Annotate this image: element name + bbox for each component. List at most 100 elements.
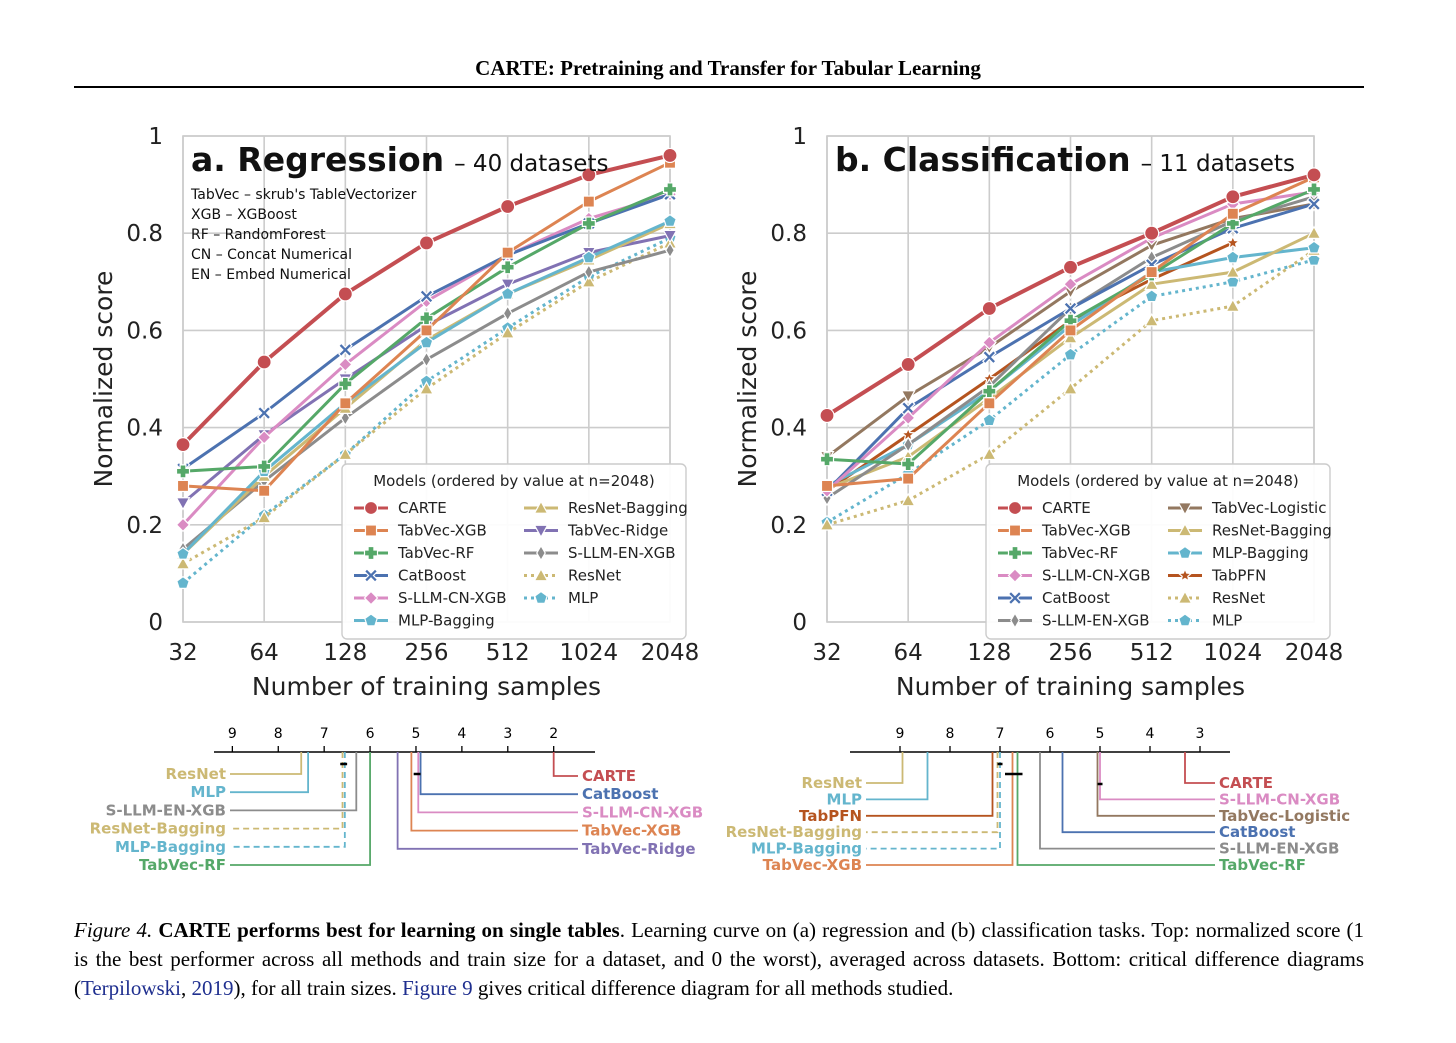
caption-title: CARTE performs best for learning on sing…: [158, 918, 620, 942]
legend-title: Models (ordered by value at n=2048): [1017, 472, 1299, 490]
cd-connector: [230, 752, 346, 848]
legend-entry: CatBoost: [398, 567, 466, 585]
legend-entry: MLP-Bagging: [1212, 544, 1309, 562]
data-point-mlp: [982, 413, 997, 427]
y-axis-label: Normalized score: [89, 271, 118, 488]
x-tick-label: 64: [250, 640, 279, 666]
data-point-tabvec-xgb: [1064, 324, 1077, 337]
y-tick-label: 0.4: [126, 416, 163, 442]
data-point-catboost: [1063, 301, 1078, 316]
legend-marker-s-llm-cn-xgb: [1007, 568, 1023, 583]
legend-marker-carte: [363, 500, 379, 516]
legend-entry: TabVec-RF: [397, 544, 474, 562]
data-point-resnet: [337, 446, 353, 461]
cd-tick-label: 7: [996, 726, 1005, 742]
x-tick-label: 128: [323, 640, 367, 666]
cd-connector: [866, 752, 1001, 850]
legend-entry: ResNet: [568, 567, 621, 585]
legend-entry: MLP: [568, 589, 598, 607]
y-tick-label: 0.4: [770, 416, 807, 442]
legend-marker-resnet-bagging: [1177, 522, 1193, 537]
figure-canvas: 32 64 128 256 512 1024 204800.20.40.60.81Numbe…: [89, 124, 1350, 874]
data-point-s-llm-cn-xgb: [981, 335, 997, 350]
data-point-mlp: [1063, 347, 1078, 361]
data-point-tabvec-ridge: [175, 497, 191, 511]
data-point-mlp: [1144, 289, 1159, 303]
x-tick-label: 32: [812, 640, 841, 666]
legend-marker-mlp-bagging: [364, 613, 378, 627]
y-tick-label: 0.2: [126, 513, 163, 539]
cd-method-label: TabVec-RF: [139, 856, 226, 874]
legend-entry: S-LLM-EN-XGB: [1042, 612, 1150, 630]
cd-method-label: TabVec-RF: [1219, 856, 1306, 874]
figure-ref-link[interactable]: Figure 9: [402, 976, 473, 1000]
data-point-carte: [900, 356, 916, 373]
legend-marker-s-llm-en-xgb: [536, 544, 546, 562]
legend-entry: MLP: [1212, 612, 1242, 630]
panel-label: b. Classification: [835, 140, 1131, 179]
legend-entry: ResNet-Bagging: [1212, 522, 1332, 540]
data-point-carte: [981, 300, 997, 317]
cd-tick-label: 5: [412, 726, 421, 742]
legend-marker-mlp-bagging: [1178, 545, 1192, 559]
y-tick-label: 1: [148, 124, 163, 150]
legend-marker-tabvec-rf: [1007, 545, 1023, 561]
data-point-s-llm-en-xgb: [421, 351, 432, 368]
y-tick-label: 1: [792, 124, 807, 150]
legend-entry: MLP-Bagging: [398, 612, 495, 630]
data-point-tabvec-rf: [1225, 216, 1240, 231]
cd-connector: [230, 752, 344, 830]
data-point-tabvec-xgb: [176, 479, 190, 493]
data-point-resnet: [175, 555, 191, 570]
legend: Models (ordered by value at n=2048) CARTE…: [985, 463, 1332, 640]
cd-method-label: S-LLM-CN-XGB: [582, 803, 703, 821]
data-point-carte: [500, 198, 516, 215]
series-line-tabpfn: [826, 241, 1234, 493]
legend-entry: TabVec-XGB: [1041, 522, 1131, 540]
data-point-carte: [819, 407, 835, 424]
data-point-tabvec-rf: [500, 260, 515, 275]
citation-year-link[interactable]: 2019: [191, 976, 234, 1000]
data-point-tabvec-xgb: [420, 324, 433, 337]
x-tick-label: 2048: [1285, 640, 1344, 666]
data-point-tabvec-rf: [1306, 182, 1322, 197]
legend-marker-mlp: [1178, 613, 1192, 627]
annotation-line: CN – Concat Numerical: [191, 247, 352, 263]
data-point-mlp-bagging: [419, 335, 434, 349]
x-tick-label: 1024: [1204, 640, 1263, 666]
figure-caption: Figure 4. CARTE performs best for learni…: [74, 916, 1364, 1003]
data-point-tabvec-rf: [257, 459, 272, 474]
cd-connector: [417, 752, 578, 814]
cd-method-label: CARTE: [582, 767, 636, 785]
x-tick-label: 64: [894, 640, 923, 666]
data-point-tabvec-xgb: [582, 195, 595, 208]
legend-entry: TabVec-XGB: [397, 522, 487, 540]
cd-connector: [866, 752, 999, 834]
legend-entry: S-LLM-CN-XGB: [1042, 567, 1151, 585]
cd-method-label: S-LLM-EN-XGB: [106, 801, 226, 819]
legend-marker-s-llm-en-xgb: [1010, 612, 1020, 629]
data-point-tabvec-rf: [338, 376, 353, 391]
citation-author-link[interactable]: Terpilowski: [81, 976, 182, 1000]
data-point-tabvec-rf: [901, 456, 916, 472]
x-tick-label: 1024: [560, 640, 619, 666]
panel-subtitle: – 40 datasets: [454, 151, 608, 177]
cd-connector: [230, 752, 358, 812]
data-point-s-llm-cn-xgb: [175, 517, 191, 533]
legend-marker-mlp: [534, 590, 548, 604]
data-point-s-llm-en-xgb: [502, 305, 513, 322]
legend-marker-tabpfn: [1177, 567, 1193, 583]
legend-entry: CARTE: [1042, 499, 1091, 517]
x-tick-label: 32: [168, 640, 197, 666]
cd-method-label: MLP: [827, 790, 862, 808]
annotation-line: XGB – XGBoost: [191, 207, 297, 223]
data-point-mlp-bagging: [176, 546, 190, 560]
cd-connector: [866, 752, 1014, 866]
cd-connector: [230, 752, 310, 794]
data-point-carte: [418, 235, 435, 251]
cd-tick-label: 2: [549, 726, 558, 742]
data-point-resnet: [1144, 312, 1160, 327]
annotation-line: RF – RandomForest: [191, 227, 326, 243]
data-point-tabvec-xgb: [902, 472, 915, 485]
cd-connector: [230, 752, 303, 775]
